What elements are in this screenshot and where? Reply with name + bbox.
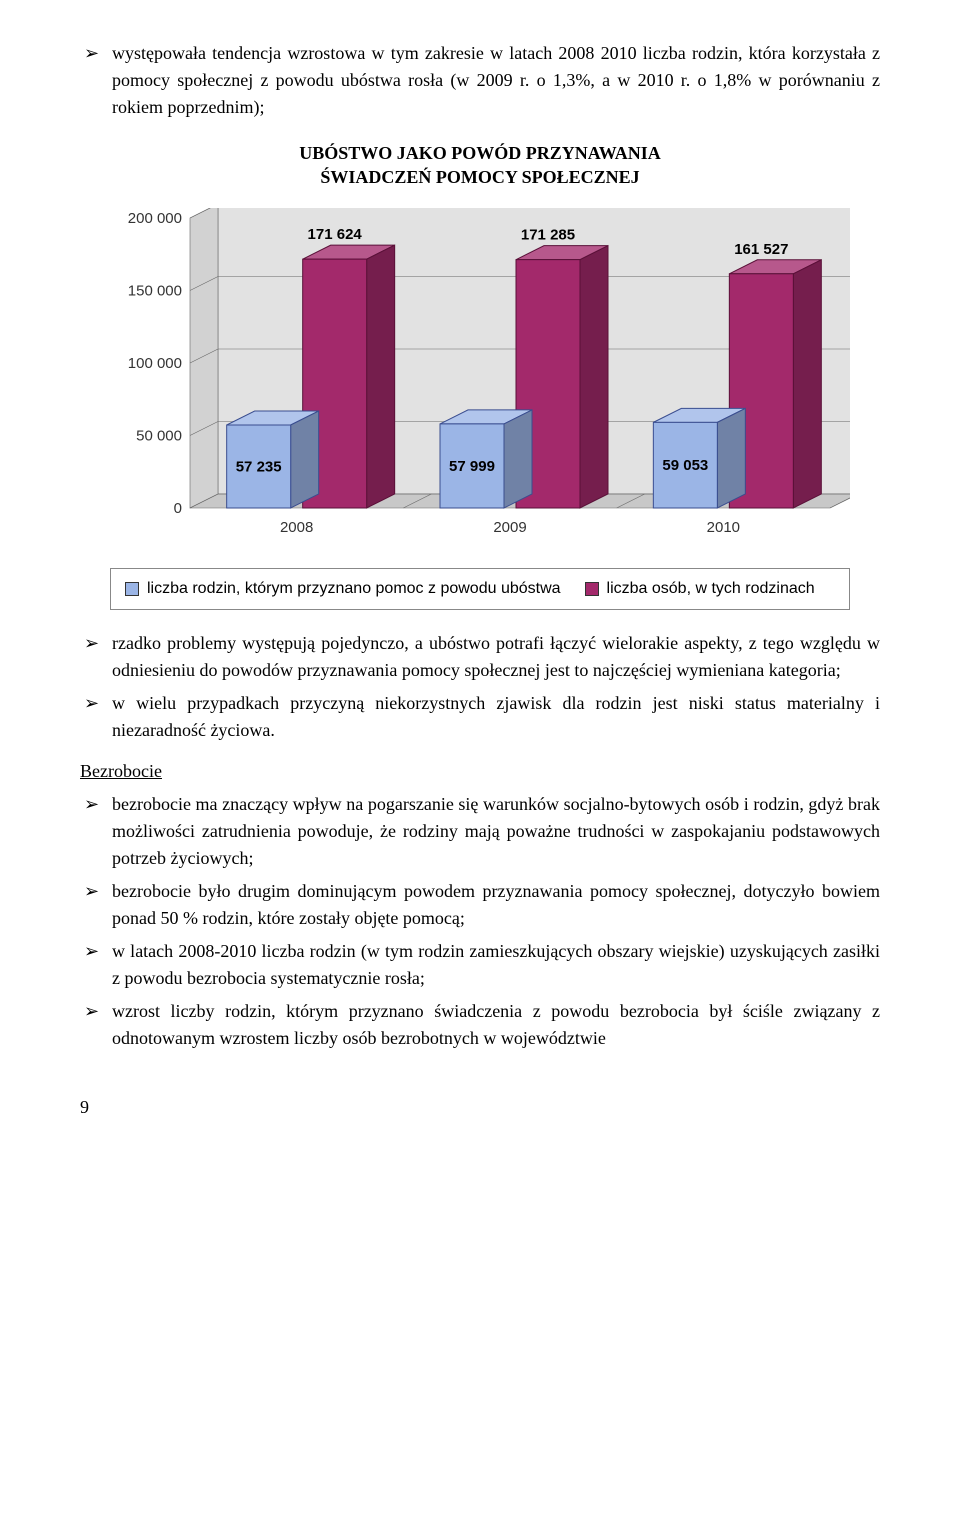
svg-text:57 999: 57 999 [449,458,495,475]
legend-label: liczba rodzin, którym przyznano pomoc z … [147,577,561,601]
chart-svg: 0 50 000 100 000 150 000 200 000 171 624 57 23… [110,208,850,548]
list-item: wzrost liczby rodzin, którym przyznano ś… [80,998,880,1052]
svg-text:57 235: 57 235 [236,458,282,475]
intro-bullet-list: występowała tendencja wzrostowa w tym za… [80,40,880,121]
section-heading: Bezrobocie [80,758,880,785]
svg-text:2010: 2010 [707,519,740,536]
svg-text:161 527: 161 527 [734,240,788,257]
post-chart-bullet-list: rzadko problemy występują pojedynczo, a … [80,630,880,744]
svg-text:2009: 2009 [493,519,526,536]
section-bullet-list: bezrobocie ma znaczący wpływ na pogarsza… [80,791,880,1052]
legend-swatch [125,582,139,596]
legend-item: liczba rodzin, którym przyznano pomoc z … [125,577,561,601]
bar-chart-3d: 0 50 000 100 000 150 000 200 000 171 624 57 23… [110,208,850,548]
legend-label: liczba osób, w tych rodzinach [607,577,815,601]
list-item: w wielu przypadkach przyczyną niekorzyst… [80,690,880,744]
svg-text:150 000: 150 000 [128,282,182,299]
list-item: bezrobocie ma znaczący wpływ na pogarsza… [80,791,880,872]
list-item: w latach 2008-2010 liczba rodzin (w tym … [80,938,880,992]
svg-text:59 053: 59 053 [662,457,708,474]
list-item: bezrobocie było drugim dominującym powod… [80,878,880,932]
chart-title-line2: ŚWIADCZEŃ POMOCY SPOŁECZNEJ [320,167,639,187]
svg-text:200 000: 200 000 [128,210,182,227]
list-item: występowała tendencja wzrostowa w tym za… [80,40,880,121]
svg-text:0: 0 [174,500,182,517]
list-item: rzadko problemy występują pojedynczo, a … [80,630,880,684]
svg-text:171 285: 171 285 [521,226,575,243]
page-number: 9 [80,1094,880,1121]
svg-text:100 000: 100 000 [128,355,182,372]
legend-item: liczba osób, w tych rodzinach [585,577,815,601]
svg-text:2008: 2008 [280,519,313,536]
chart-title: UBÓSTWO JAKO POWÓD PRZYNAWANIA ŚWIADCZEŃ… [80,141,880,190]
chart-legend: liczba rodzin, którym przyznano pomoc z … [110,568,850,610]
chart-title-line1: UBÓSTWO JAKO POWÓD PRZYNAWANIA [299,143,661,163]
legend-swatch [585,582,599,596]
svg-text:50 000: 50 000 [136,427,182,444]
svg-text:171 624: 171 624 [308,226,363,243]
